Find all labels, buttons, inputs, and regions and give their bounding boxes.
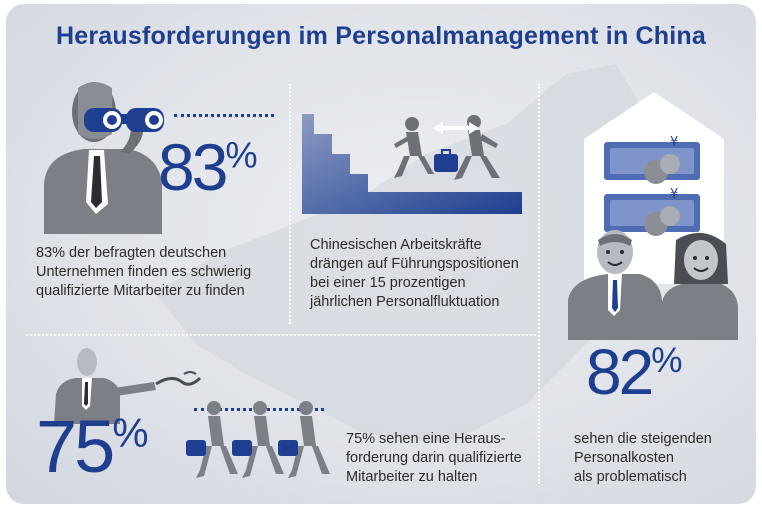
- column-divider-right: [538, 84, 540, 484]
- china-map-background: [156, 64, 646, 444]
- currency-symbol-1: ¥: [670, 135, 678, 150]
- stat-83-percent-sign: %: [225, 134, 258, 176]
- currency-symbol-2: ¥: [670, 187, 678, 202]
- fluctuation-line-4: jährlichen Personalfluktuation: [310, 294, 500, 310]
- fluctuation-description: Chinesischen Arbeitskräfte drängen auf F…: [310, 236, 540, 312]
- departing-employees-figure: [186, 401, 330, 478]
- binoculars-sightline: [174, 114, 274, 117]
- stat-75-description: 75% sehen eine Heraus- forderung darin q…: [346, 430, 536, 487]
- stat-83-line-2: Unternehmen finden es schwierig: [36, 264, 252, 280]
- stat-75-line-1: 75% sehen eine Heraus-: [346, 431, 506, 447]
- stat-83-description: 83% der befragten deutschen Unternehmen …: [36, 244, 286, 301]
- stat-75-value: 75%: [36, 410, 149, 484]
- infographic-card: Herausforderungen im Personalmanagement …: [6, 4, 756, 504]
- stat-82-line-1: sehen die steigenden: [574, 431, 712, 447]
- stat-83-number: 83: [158, 130, 228, 204]
- stat-82-number: 82: [586, 336, 654, 408]
- employees-figure: [568, 230, 738, 340]
- manager-with-binoculars-figure: [44, 82, 162, 234]
- stat-82-line-2: Personalkosten: [574, 450, 674, 466]
- stat-82-value: 82%: [586, 340, 682, 404]
- manager-with-leash-figure: [54, 348, 202, 424]
- stat-75-percent-sign: %: [112, 409, 149, 456]
- career-stairs-figure: [302, 114, 522, 214]
- fluctuation-line-3: bei einer 15 prozentigen: [310, 275, 466, 291]
- page-title: Herausforderungen im Personalmanagement …: [55, 22, 707, 50]
- fluctuation-line-2: drängen auf Führungspositionen: [310, 256, 519, 272]
- stat-83-value: 83%: [158, 134, 258, 200]
- column-divider-left: [289, 84, 291, 324]
- stat-82-line-3: als problematisch: [574, 469, 687, 485]
- fluctuation-line-1: Chinesischen Arbeitskräfte: [310, 237, 482, 253]
- stat-83-line-3: qualifizierte Mitarbeiter zu finden: [36, 283, 245, 299]
- stat-82-percent-sign: %: [651, 341, 683, 381]
- stat-75-line-3: Mitarbeiter zu halten: [346, 469, 478, 485]
- row-divider: [26, 334, 536, 336]
- stat-75-line-2: forderung darin qualifizierte: [346, 450, 522, 466]
- binoculars-icon: [84, 108, 164, 132]
- stat-82-description: sehen die steigenden Personalkosten als …: [574, 430, 744, 487]
- stat-75-number: 75: [36, 405, 115, 488]
- double-arrow-icon: [433, 122, 479, 134]
- stat-83-line-1: 83% der befragten deutschen: [36, 245, 227, 261]
